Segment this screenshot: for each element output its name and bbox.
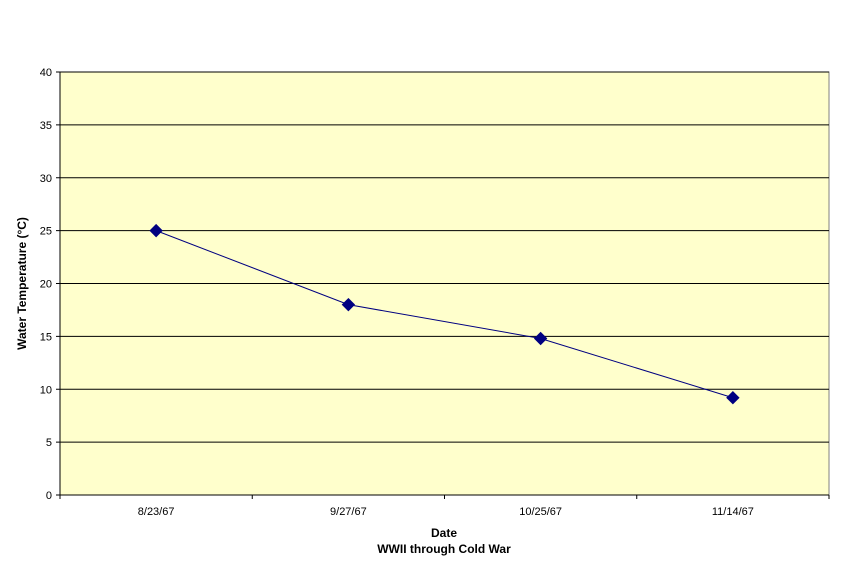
y-axis-title: Water Temperature (°C) [15, 217, 29, 350]
x-tick-label: 10/25/67 [519, 506, 562, 518]
data-point-marker [149, 223, 163, 238]
y-tick-label: 30 [40, 173, 52, 185]
series-line [155, 230, 734, 399]
data-point-marker [726, 391, 740, 405]
x-tick-label: 8/23/67 [138, 506, 175, 518]
y-tick-label: 5 [46, 437, 52, 449]
y-tick-label: 15 [40, 331, 52, 343]
y-tick-label: 0 [46, 490, 52, 502]
y-tick-label: 10 [40, 384, 52, 396]
x-tick-label: 9/27/67 [330, 506, 367, 518]
x-axis-subtitle: WWII through Cold War [377, 542, 511, 556]
data-point-marker [533, 331, 548, 346]
data-point-marker [341, 297, 356, 312]
x-axis-title: Date [431, 526, 457, 540]
x-tick-label: 11/14/67 [712, 506, 754, 518]
y-tick-label: 40 [40, 67, 52, 79]
gridlines [60, 71, 829, 443]
x-axis-ticks: 8/23/67 9/27/67 10/25/67 11/14/67 [59, 494, 830, 518]
y-tick-label: 25 [40, 226, 52, 238]
y-tick-label: 20 [40, 279, 52, 291]
y-tick-label: 35 [40, 120, 52, 132]
series-layer [149, 223, 740, 405]
y-axis-ticks: 0 5 10 15 20 25 30 35 40 [40, 67, 61, 502]
